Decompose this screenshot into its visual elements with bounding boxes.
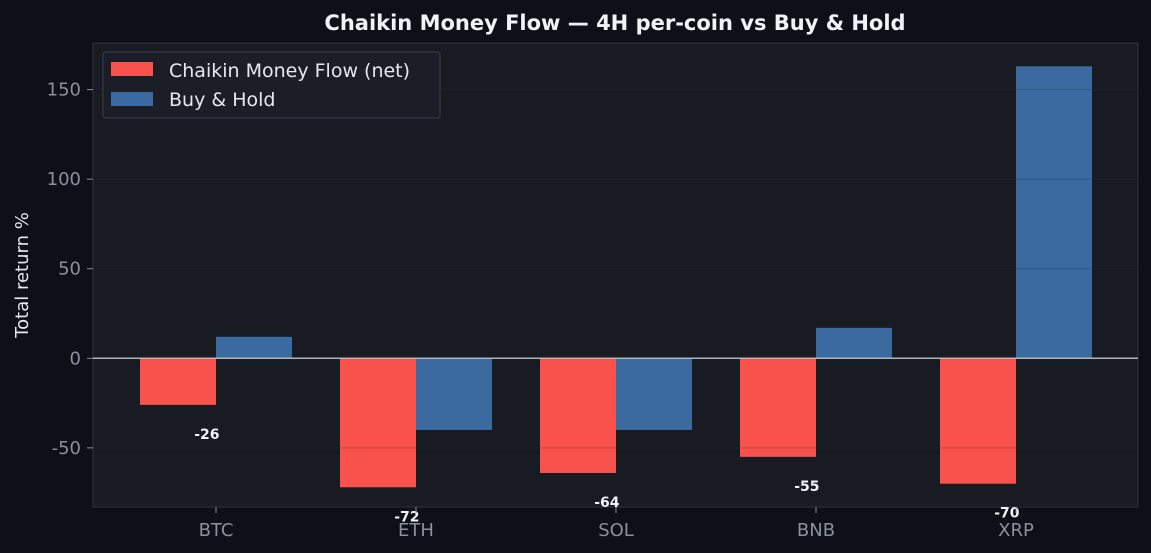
x-tick-label-sol: SOL: [598, 520, 634, 541]
bar-buy-hold-bnb: [816, 327, 892, 359]
y-tick-label: 0: [70, 348, 81, 369]
data-label-cmf-xrp: -70: [994, 506, 1020, 522]
legend-box: [102, 51, 441, 119]
bar-cmf-btc: [140, 358, 216, 405]
y-axis-ticks: -50 0 50 100 150: [47, 80, 93, 459]
bar-cmf-eth: [340, 358, 416, 488]
y-tick-label: -50: [52, 438, 81, 459]
legend: Chaikin Money Flow (net) Buy & Hold: [102, 51, 441, 119]
y-tick-label: 50: [58, 259, 81, 280]
data-label-cmf-bnb: -55: [794, 479, 819, 495]
bar-cmf-sol: [540, 358, 616, 473]
x-axis-ticks: BTC ETH SOL BNB XRP: [199, 507, 1034, 541]
y-tick-label: 100: [47, 169, 81, 190]
data-label-cmf-eth: -72: [394, 509, 419, 525]
x-tick-label-eth: ETH: [398, 520, 434, 541]
y-tick-label: 150: [47, 80, 81, 101]
bar-buy-hold-btc: [216, 336, 292, 359]
bar-buy-hold-eth: [416, 358, 492, 430]
bar-buy-hold-sol: [616, 358, 692, 430]
data-labels: -26 -72 -64 -55 -70: [194, 427, 1020, 525]
legend-label-buy-hold: Buy & Hold: [169, 89, 275, 111]
bar-cmf-bnb: [740, 358, 816, 457]
x-tick-label-xrp: XRP: [998, 520, 1034, 541]
legend-swatch-buy-hold: [111, 92, 153, 106]
x-tick-label-bnb: BNB: [797, 520, 835, 541]
data-label-cmf-btc: -26: [194, 427, 219, 443]
x-tick-label-btc: BTC: [199, 520, 234, 541]
chart-title: Chaikin Money Flow — 4H per-coin vs Buy …: [324, 11, 905, 35]
bar-cmf-xrp: [940, 358, 1016, 484]
bars: [93, 66, 1138, 488]
legend-label-cmf: Chaikin Money Flow (net): [169, 60, 410, 82]
y-axis-label: Total return %: [12, 212, 33, 339]
data-label-cmf-sol: -64: [594, 495, 620, 511]
legend-swatch-cmf: [111, 62, 153, 76]
bar-buy-hold-xrp: [1016, 66, 1092, 359]
